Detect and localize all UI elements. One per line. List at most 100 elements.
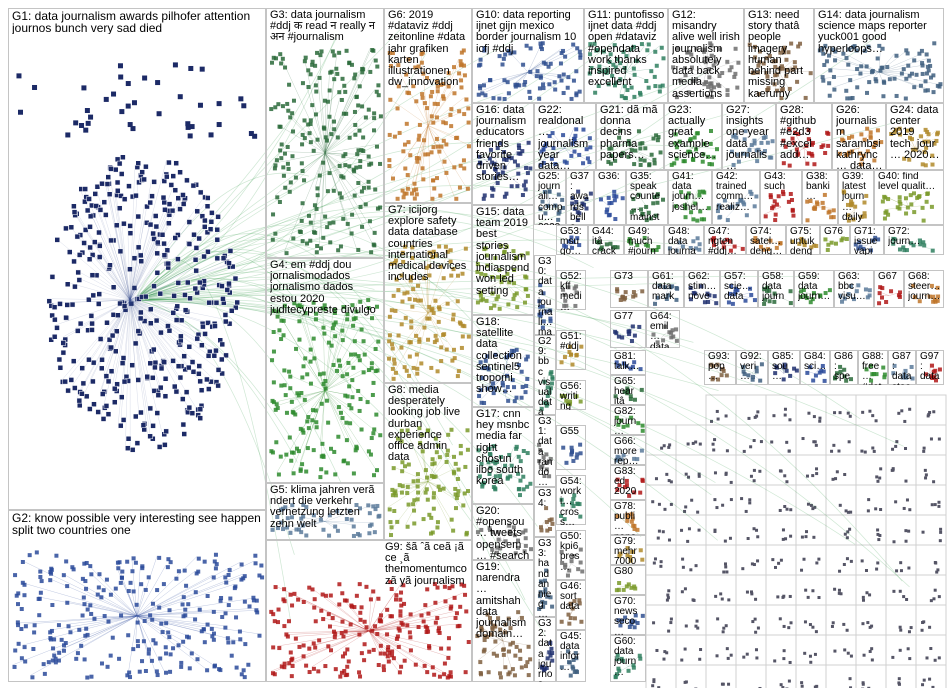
node	[792, 366, 797, 371]
cell	[915, 544, 947, 576]
edge	[134, 249, 495, 568]
node	[154, 270, 161, 276]
edge	[522, 71, 529, 81]
node	[158, 329, 164, 336]
node	[239, 562, 244, 567]
edge	[90, 212, 131, 301]
node	[327, 114, 332, 119]
node	[115, 188, 121, 194]
edge	[627, 584, 633, 586]
node	[405, 623, 410, 628]
node	[31, 646, 36, 651]
cell	[855, 574, 887, 606]
node	[432, 461, 437, 466]
edge	[12, 615, 138, 666]
node	[487, 527, 492, 532]
node	[489, 385, 494, 390]
edge	[391, 312, 429, 358]
node	[844, 236, 849, 241]
node	[837, 588, 841, 592]
node	[765, 74, 770, 79]
node	[329, 648, 334, 653]
node	[414, 192, 419, 197]
node	[190, 369, 197, 375]
edge	[134, 258, 292, 622]
edge	[277, 124, 326, 154]
node	[546, 64, 551, 69]
node	[779, 64, 784, 69]
cell	[825, 454, 857, 486]
node	[51, 334, 58, 340]
node	[844, 55, 849, 60]
node	[670, 284, 675, 289]
edge	[129, 299, 175, 318]
node	[846, 62, 851, 67]
node	[84, 207, 91, 214]
node	[352, 605, 357, 610]
node	[333, 320, 338, 325]
node	[333, 631, 338, 636]
node	[711, 63, 716, 68]
node	[413, 65, 418, 70]
edge	[320, 390, 326, 454]
node	[838, 369, 843, 374]
node	[921, 530, 925, 534]
node	[859, 64, 864, 69]
node	[505, 271, 510, 276]
node	[574, 93, 579, 98]
node	[937, 656, 941, 660]
group-label: G31: data rando… bostonj… scienc…	[538, 417, 553, 487]
node	[631, 66, 636, 71]
node	[787, 163, 792, 168]
node	[822, 62, 827, 67]
node	[669, 502, 673, 506]
node	[926, 132, 931, 137]
node	[332, 77, 337, 82]
node	[742, 372, 747, 377]
node	[605, 67, 610, 72]
edge	[108, 166, 131, 301]
node	[358, 204, 363, 209]
edge	[502, 354, 526, 378]
node	[628, 554, 633, 559]
node	[99, 365, 105, 372]
node	[105, 664, 110, 669]
edge	[82, 601, 138, 617]
node	[387, 164, 392, 169]
node	[303, 311, 308, 316]
node	[610, 73, 615, 78]
group-label: G60: data journ…	[614, 637, 637, 678]
node	[478, 57, 483, 62]
node	[149, 193, 155, 199]
node	[754, 194, 759, 199]
node	[205, 320, 211, 326]
node	[475, 262, 480, 267]
node	[537, 594, 542, 599]
node	[652, 680, 656, 684]
node	[434, 338, 439, 343]
node	[728, 248, 733, 253]
node	[635, 243, 640, 248]
node	[516, 538, 521, 543]
node	[568, 601, 573, 606]
node	[299, 516, 304, 521]
node	[201, 253, 207, 260]
node	[367, 219, 372, 224]
edge	[671, 65, 707, 73]
node	[142, 75, 148, 81]
node	[163, 428, 169, 435]
node	[343, 163, 348, 168]
edge	[129, 299, 160, 367]
node	[415, 159, 420, 164]
node	[799, 289, 804, 294]
node	[352, 76, 357, 81]
node	[421, 276, 426, 281]
edge	[660, 335, 664, 339]
node	[438, 264, 443, 269]
node	[897, 682, 901, 686]
node	[186, 602, 191, 607]
node	[845, 536, 849, 540]
node	[329, 132, 334, 137]
node	[54, 553, 59, 558]
edge	[388, 97, 429, 126]
